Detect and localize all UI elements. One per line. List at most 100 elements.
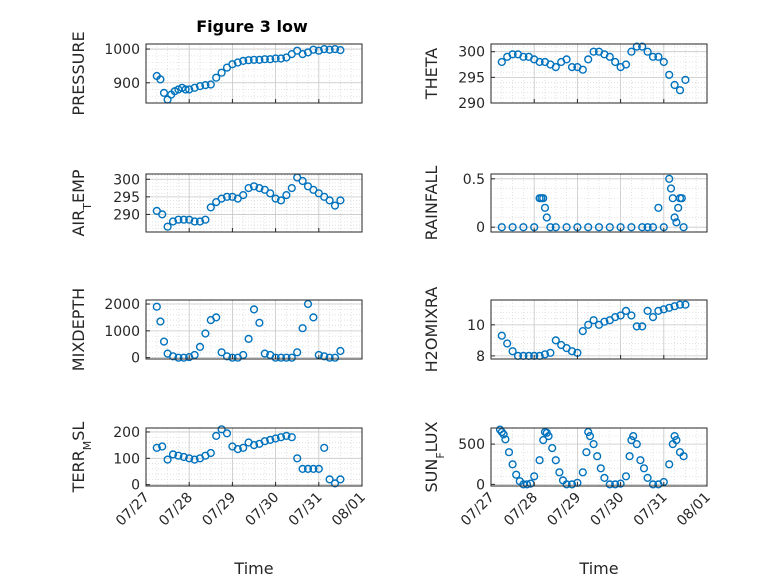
data-point: [665, 460, 674, 469]
data-point: [627, 223, 636, 232]
y-tick-label: 0.5: [463, 172, 485, 188]
data-point: [542, 213, 551, 222]
data-point: [217, 194, 226, 203]
data-point: [670, 80, 679, 90]
data-point: [244, 56, 253, 65]
data-point: [298, 49, 307, 59]
data-point: [605, 52, 614, 61]
data-point: [522, 480, 532, 489]
data-point: [212, 73, 221, 82]
y-tick-label: 300: [113, 172, 140, 188]
data-point: [562, 55, 571, 64]
data-point: [330, 44, 340, 54]
data-point: [539, 194, 548, 203]
data-point: [551, 336, 560, 345]
x-tick-label: 07/30: [588, 490, 628, 530]
data-point: [276, 196, 286, 205]
data-point: [156, 317, 165, 326]
data-point: [168, 352, 178, 361]
data-point: [616, 311, 625, 320]
data-point: [677, 194, 686, 203]
data-point: [309, 464, 318, 474]
data-point: [546, 348, 555, 357]
data-point: [303, 299, 313, 309]
data-point: [629, 432, 638, 441]
data-point: [185, 454, 194, 463]
axes-box: [490, 43, 708, 104]
data-point: [544, 432, 553, 441]
data-point: [266, 435, 275, 445]
data-point: [325, 196, 334, 205]
data-point: [497, 331, 506, 340]
data-point: [605, 480, 614, 489]
data-point: [627, 436, 636, 445]
y-tick-label: 290: [458, 96, 485, 112]
y-tick-label: 295: [458, 70, 485, 86]
data-point: [190, 350, 199, 360]
data-point: [336, 346, 345, 356]
data-point: [512, 470, 521, 479]
data-point: [336, 196, 345, 205]
data-point: [190, 83, 199, 92]
data-point: [530, 472, 539, 481]
data-point: [222, 352, 232, 361]
data-point: [212, 313, 221, 322]
data-point: [535, 456, 544, 465]
data-point: [594, 223, 604, 232]
subplot-5: 0 1000 2000 MIXDEPTH: [69, 288, 363, 371]
y-tick-label: 1000: [104, 324, 140, 340]
data-point: [228, 60, 237, 69]
data-point: [152, 302, 161, 311]
data-point: [648, 480, 658, 489]
data-point: [605, 223, 614, 232]
data-point: [249, 305, 259, 314]
x-tick-label: 07/31: [286, 490, 326, 530]
data-point: [499, 430, 508, 439]
y-axis-label: THETA: [422, 48, 441, 100]
data-point: [501, 435, 510, 444]
y-tick-label: 0: [131, 351, 140, 367]
data-point: [508, 460, 517, 469]
data-point: [540, 350, 550, 359]
x-tick-label: 07/27: [113, 490, 153, 530]
data-point: [551, 62, 560, 72]
data-point: [255, 318, 264, 327]
data-point: [282, 353, 291, 362]
data-point: [330, 201, 340, 210]
data-point: [255, 184, 264, 193]
data-point: [679, 223, 688, 232]
axes-box: [490, 299, 708, 360]
axes-box: [145, 43, 363, 104]
data-point: [287, 433, 296, 442]
data-point: [239, 350, 248, 360]
data-point: [298, 176, 307, 186]
y-tick-label: 8: [476, 349, 485, 365]
data-point: [497, 57, 506, 67]
data-point: [638, 42, 647, 51]
data-point: [260, 55, 269, 64]
plot-area: [491, 300, 707, 359]
data-point: [627, 47, 636, 56]
x-axis-label: Time: [578, 559, 618, 578]
data-point: [233, 58, 242, 67]
data-point: [325, 475, 334, 484]
data-point: [185, 215, 194, 224]
data-point: [336, 45, 345, 55]
data-point: [621, 60, 631, 69]
data-point: [567, 480, 577, 489]
data-point: [589, 47, 598, 56]
data-point: [578, 468, 587, 477]
subplot-2: 290 295 300 THETA: [422, 42, 708, 112]
figure-title: Figure 3 low: [196, 17, 308, 36]
data-point: [585, 432, 595, 441]
data-point: [504, 448, 514, 457]
data-point: [508, 50, 517, 59]
data-point: [152, 443, 161, 452]
data-point: [276, 54, 286, 63]
data-point: [163, 455, 172, 464]
data-point: [551, 456, 560, 465]
data-point: [551, 223, 560, 232]
data-point: [611, 57, 620, 67]
x-tick-label: 07/30: [243, 490, 283, 530]
